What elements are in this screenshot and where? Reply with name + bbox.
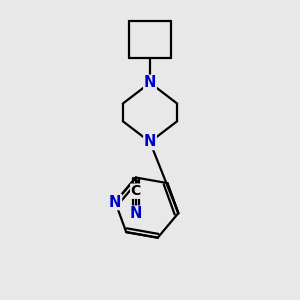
Text: N: N [144, 75, 156, 90]
Text: C: C [131, 184, 141, 198]
Text: N: N [144, 134, 156, 149]
Text: N: N [109, 195, 122, 210]
Text: N: N [130, 206, 142, 221]
